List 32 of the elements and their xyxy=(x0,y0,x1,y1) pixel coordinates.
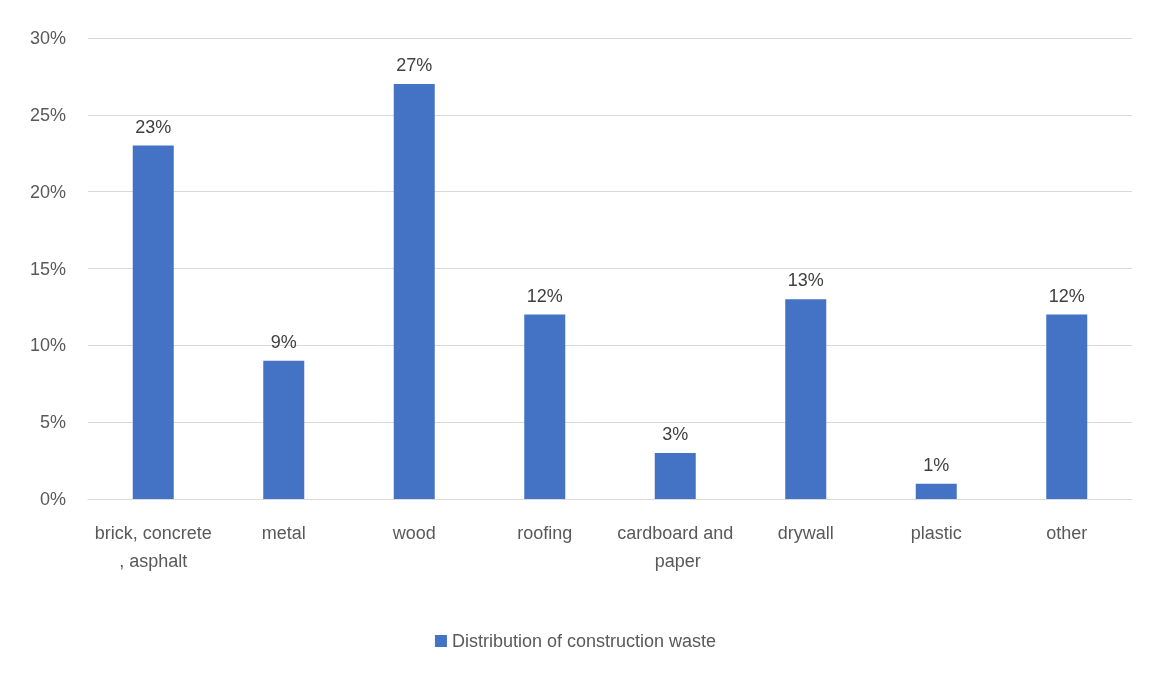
bar xyxy=(524,314,566,499)
bar xyxy=(654,452,696,499)
legend-label: Distribution of construction waste xyxy=(451,631,717,651)
x-tick-label: other xyxy=(1046,523,1088,543)
bar xyxy=(393,84,435,499)
x-tick-label: roofing xyxy=(517,523,573,543)
y-tick-label: 30% xyxy=(29,28,66,48)
x-tick-label: wood xyxy=(391,523,436,543)
data-label: 1% xyxy=(923,454,950,475)
bar xyxy=(785,299,827,499)
x-tick-label: metal xyxy=(261,523,306,543)
data-label: 12% xyxy=(526,285,563,306)
data-label: 9% xyxy=(270,331,297,352)
y-tick-label: 25% xyxy=(29,104,66,125)
y-tick-label: 15% xyxy=(29,258,66,279)
y-tick-label: 5% xyxy=(39,412,66,433)
bar xyxy=(915,483,957,499)
y-tick-label: 10% xyxy=(29,335,66,356)
x-tick-label: drywall xyxy=(777,523,834,543)
data-label: 13% xyxy=(787,270,824,291)
x-tick-label: brick, concrete, asphalt xyxy=(94,523,212,571)
data-label: 27% xyxy=(396,55,433,76)
bar xyxy=(132,145,174,499)
data-label: 23% xyxy=(135,116,172,137)
y-tick-label: 0% xyxy=(39,489,66,509)
x-tick-label: cardboard and paper xyxy=(617,523,734,571)
x-tick-label: plastic xyxy=(910,523,962,543)
y-tick-label: 20% xyxy=(29,181,66,202)
data-label: 12% xyxy=(1048,285,1085,306)
data-label: 3% xyxy=(662,423,689,444)
bar xyxy=(263,360,305,499)
bar xyxy=(1046,314,1088,499)
